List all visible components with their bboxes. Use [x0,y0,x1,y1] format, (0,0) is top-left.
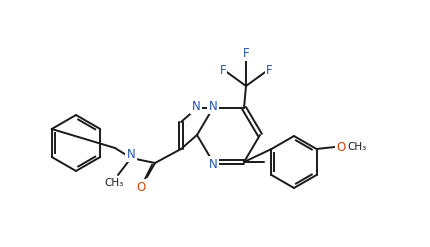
Text: O: O [136,181,145,193]
Text: CH₃: CH₃ [104,178,123,188]
Text: N: N [191,100,200,112]
Text: F: F [242,46,249,60]
Text: F: F [219,63,226,77]
Text: CH₃: CH₃ [346,142,366,152]
Text: F: F [265,63,272,77]
Text: N: N [126,147,135,161]
Text: N: N [208,100,217,112]
Text: N: N [208,158,217,170]
Text: O: O [335,141,344,153]
